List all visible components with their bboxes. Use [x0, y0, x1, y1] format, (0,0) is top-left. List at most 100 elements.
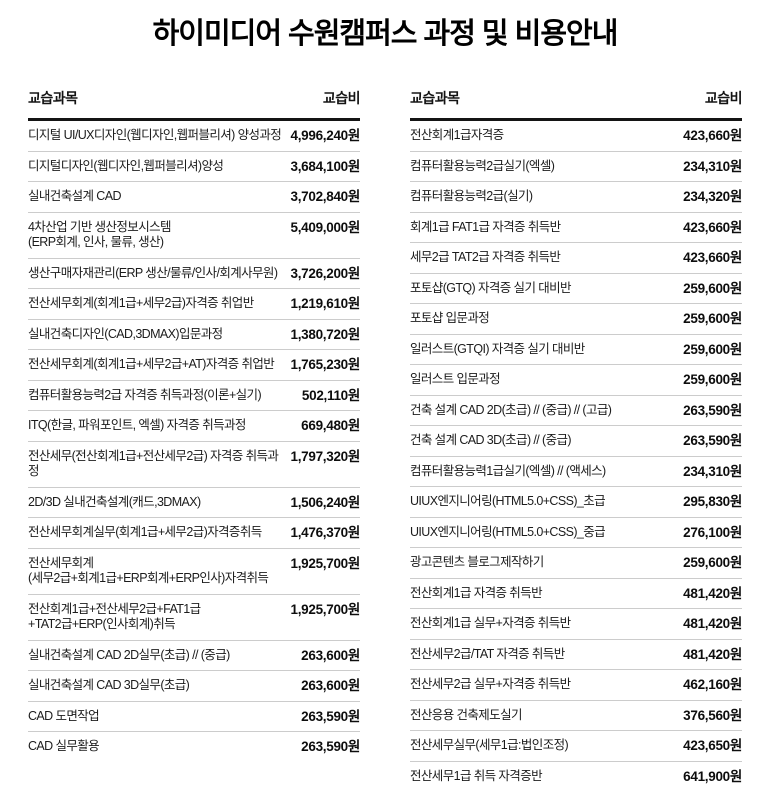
course-name: 컴퓨터활용능력1급실기(엑셀) // (액세스)	[410, 463, 606, 478]
table-row: 컴퓨터활용능력1급실기(엑셀) // (액세스) 234,310원	[410, 456, 742, 487]
course-name: 컴퓨터활용능력2급실기(엑셀)	[410, 158, 555, 173]
table-row: 전산세무회계 (세무2급+회계1급+ERP회계+ERP인사)자격취득 1,925,…	[28, 548, 360, 594]
course-name: 전산세무2급/TAT 자격증 취득반	[410, 646, 565, 661]
course-name: 건축 설계 CAD 2D(초급) // (중급) // (고급)	[410, 402, 612, 417]
course-fee: 502,110원	[301, 387, 360, 403]
table-row: 전산세무2급/TAT 자격증 취득반 481,420원	[410, 639, 742, 670]
table-row: 실내건축설계 CAD 2D실무(초급) // (중급) 263,600원	[28, 640, 360, 671]
page-title: 하이미디어 수원캠퍼스 과정 및 비용안내	[152, 18, 619, 50]
fee-column-header: 교습비	[282, 88, 361, 121]
course-fee: 259,600원	[683, 555, 742, 570]
course-name: CAD 도면작업	[28, 708, 100, 723]
course-name: 실내건축디자인(CAD,3DMAX)입문과정	[28, 326, 223, 341]
table-row: 실내건축설계 CAD 3D실무(초급) 263,600원	[28, 671, 360, 701]
course-fee: 295,830원	[683, 494, 742, 509]
course-fee: 263,600원	[301, 647, 360, 663]
course-name: 전산세무2급 실무+자격증 취득반	[410, 677, 571, 691]
course-name: 세무2급 TAT2급 자격증 취득반	[410, 250, 561, 264]
course-name: 디지털 UI/UX디자인(웹디자인,웹퍼블리셔) 양성과정	[28, 128, 282, 142]
course-fee: 423,660원	[683, 128, 742, 143]
table-row: 전산세무회계(회계1급+세무2급)자격증 취업반 1,219,610원	[28, 289, 361, 319]
table-row: 포토샵 입문과정 259,600원	[410, 304, 742, 334]
table-row: 세무2급 TAT2급 자격증 취득반 423,660원	[410, 243, 742, 273]
course-fee: 423,650원	[683, 738, 742, 753]
table-row: 회계1급 FAT1급 자격증 취득반 423,660원	[410, 212, 742, 243]
left-table-header: 교습과목 교습비	[28, 88, 361, 121]
table-row: ITQ(한글, 파워포인트, 엑셀) 자격증 취득과정 669,480원	[28, 411, 360, 441]
course-fee: 376,560원	[683, 707, 742, 723]
course-name: 2D/3D 실내건축설계(캐드,3DMAX)	[28, 494, 201, 509]
course-name: 전산세무(전산회계1급+전산세무2급) 자격증 취득과정	[28, 448, 279, 479]
course-name: UIUX엔지니어링(HTML5.0+CSS)_중급	[410, 524, 606, 539]
course-fee: 481,420원	[683, 585, 742, 601]
course-name: 실내건축설계 CAD	[28, 189, 121, 203]
course-fee: 3,726,200원	[290, 265, 361, 281]
table-row: 전산회계1급+전산세무2급+FAT1급 +TAT2급+ERP(인사회계)취득 1,…	[28, 594, 360, 640]
course-fee: 234,310원	[683, 463, 742, 479]
table-row: UIUX엔지니어링(HTML5.0+CSS)_중급 276,100원	[410, 517, 742, 548]
course-name: 광고콘텐츠 블로그제작하기	[410, 555, 544, 569]
table-row: 건축 설계 CAD 2D(초급) // (중급) // (고급) 263,590원	[410, 395, 742, 426]
right-fee-table: 교습과목 교습비 전산회계1급자격증 423,660원 컴퓨터활용능력2급실기(엑셀…	[410, 88, 742, 790]
course-name: UIUX엔지니어링(HTML5.0+CSS)_초급	[410, 494, 606, 508]
table-row: 전산세무1급 취득 자격증반 641,900원	[410, 761, 742, 790]
course-name: CAD 실무활용	[28, 739, 100, 753]
course-fee: 263,600원	[301, 678, 360, 693]
course-fee: 1,380,720원	[290, 326, 361, 342]
table-row: 컴퓨터활용능력2급실기(엑셀) 234,310원	[410, 151, 742, 182]
table-row: 전산세무2급 실무+자격증 취득반 462,160원	[410, 670, 742, 700]
table-row: 실내건축디자인(CAD,3DMAX)입문과정 1,380,720원	[28, 319, 360, 350]
course-fee: 1,219,610원	[290, 296, 361, 311]
subject-column-header: 교습과목	[410, 88, 660, 121]
right-column: 교습과목 교습비 전산회계1급자격증 423,660원 컴퓨터활용능력2급실기(엑셀…	[410, 88, 742, 790]
table-row: 일러스트(GTQI) 자격증 실기 대비반 259,600원	[410, 334, 742, 365]
course-fee: 263,590원	[301, 708, 360, 724]
header-row: 교습과목 교습비	[410, 88, 742, 121]
table-row: 전산회계1급 실무+자격증 취득반 481,420원	[410, 609, 742, 639]
course-fee: 234,310원	[683, 158, 742, 174]
course-name: 일러스트 입문과정	[410, 372, 501, 386]
left-table-body: 디지털 UI/UX디자인(웹디자인,웹퍼블리셔) 양성과정 4,996,240원 디…	[28, 120, 360, 762]
course-fee: 481,420원	[683, 646, 742, 662]
course-fee: 423,660원	[683, 250, 742, 265]
course-name: 전산세무회계 (세무2급+회계1급+ERP회계+ERP인사)자격취득	[28, 555, 269, 586]
course-fee: 423,660원	[683, 219, 742, 235]
table-row: 디지털디자인(웹디자인,웹퍼블리셔)양성 3,684,100원	[28, 151, 360, 182]
course-fee: 1,476,370원	[290, 525, 361, 540]
course-name: 일러스트(GTQI) 자격증 실기 대비반	[410, 341, 585, 356]
course-fee: 1,765,230원	[290, 357, 361, 372]
course-name: 전산세무회계실무(회계1급+세무2급)자격증취득	[28, 525, 262, 539]
course-name: 전산세무회계(회계1급+세무2급+AT)자격증 취업반	[28, 357, 275, 371]
course-name: 전산응용 건축제도실기	[410, 707, 522, 722]
course-name: 전산회계1급 실무+자격증 취득반	[410, 616, 571, 630]
table-row: 전산세무회계실무(회계1급+세무2급)자격증취득 1,476,370원	[28, 518, 361, 548]
course-name: ITQ(한글, 파워포인트, 엑셀) 자격증 취득과정	[28, 418, 246, 432]
course-name: 생산구매자재관리(ERP 생산/물류/인사/회계사무원)	[28, 265, 278, 280]
course-fee: 259,600원	[683, 341, 742, 357]
course-fee: 263,590원	[683, 433, 742, 448]
course-fee: 1,506,240원	[290, 494, 361, 510]
course-fee: 276,100원	[683, 524, 742, 540]
table-row: CAD 실무활용 263,590원	[28, 732, 360, 762]
table-row: 건축 설계 CAD 3D(초급) // (중급) 263,590원	[410, 426, 742, 456]
table-row: 전산응용 건축제도실기 376,560원	[410, 700, 742, 731]
table-row: 4차산업 기반 생산정보시스템 (ERP회계, 인사, 물류, 생산) 5,409…	[28, 212, 360, 258]
course-fee: 234,320원	[683, 189, 742, 204]
course-name: 전산세무실무(세무1급:법인조정)	[410, 738, 569, 752]
table-row: 전산회계1급 자격증 취득반 481,420원	[410, 578, 742, 609]
course-fee: 5,409,000원	[290, 219, 361, 235]
course-name: 전산세무회계(회계1급+세무2급)자격증 취업반	[28, 296, 254, 310]
course-name: 디지털디자인(웹디자인,웹퍼블리셔)양성	[28, 158, 224, 173]
table-row: 전산회계1급자격증 423,660원	[410, 120, 742, 151]
course-fee: 462,160원	[683, 677, 742, 692]
two-column-layout: 교습과목 교습비 디지털 UI/UX디자인(웹디자인,웹퍼블리셔) 양성과정 4,…	[28, 88, 742, 790]
table-row: 컴퓨터활용능력2급(실기) 234,320원	[410, 182, 742, 212]
course-name: 컴퓨터활용능력2급 자격증 취득과정(이론+실기)	[28, 387, 262, 402]
table-row: 실내건축설계 CAD 3,702,840원	[28, 182, 360, 212]
table-row: 디지털 UI/UX디자인(웹디자인,웹퍼블리셔) 양성과정 4,996,240원	[28, 120, 360, 151]
course-fee: 259,600원	[683, 280, 742, 296]
course-name: 실내건축설계 CAD 2D실무(초급) // (중급)	[28, 647, 230, 662]
table-row: UIUX엔지니어링(HTML5.0+CSS)_초급 295,830원	[410, 487, 742, 517]
course-name: 회계1급 FAT1급 자격증 취득반	[410, 219, 561, 234]
